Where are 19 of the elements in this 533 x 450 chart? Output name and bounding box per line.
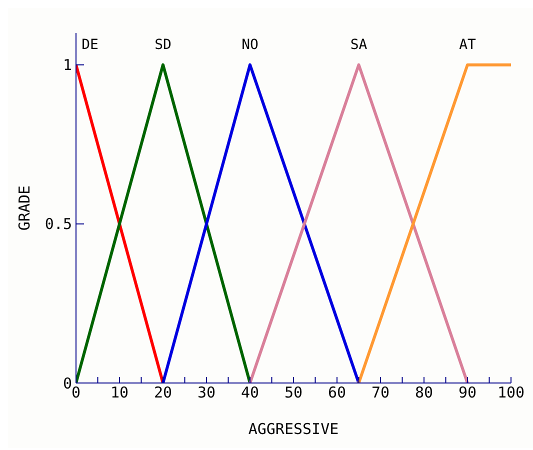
x-tick-label: 100 [497,384,525,402]
x-tick-label: 70 [371,384,390,402]
y-tick-label: 1 [62,56,72,74]
y-axis-title: GRADE [15,185,34,231]
x-tick-label: 10 [110,384,129,402]
x-tick-label: 60 [328,384,346,402]
x-tick-label: 40 [240,384,260,402]
x-tick-label: 20 [154,384,172,402]
x-tick-label: 30 [197,384,216,402]
x-axis-title: AGGRESSIVE [248,420,339,438]
series-label: SD [154,36,172,53]
x-tick-label: 90 [458,384,477,402]
x-tick-label: 80 [414,384,434,402]
y-tick-label: 0.5 [44,215,72,234]
series-label: DE [82,36,98,53]
x-tick-label: 50 [284,384,303,402]
series-label: AT [459,36,476,53]
series-label: SA [350,36,368,53]
series-label: NO [242,36,258,53]
